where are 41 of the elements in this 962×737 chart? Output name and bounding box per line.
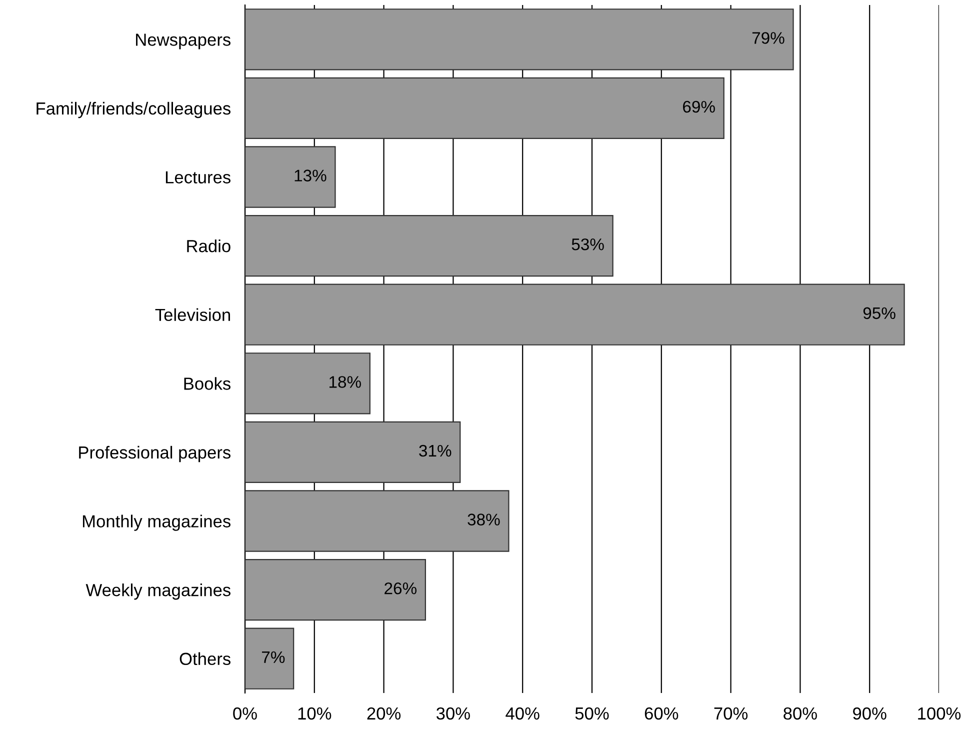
x-tick-label: 70% — [714, 707, 748, 720]
y-tick-label: Professional papers — [79, 446, 230, 462]
y-tick-label: Monthly magazines — [82, 514, 230, 531]
y-tick-label: Others — [180, 652, 230, 666]
bar — [245, 284, 905, 346]
y-tick-label: Books — [184, 377, 230, 390]
data-label: 69% — [683, 100, 715, 113]
x-tick-label: 30% — [436, 707, 470, 720]
x-tick-label: 0% — [233, 707, 257, 720]
x-tick-label: 50% — [575, 707, 609, 720]
data-label: 31% — [419, 444, 452, 457]
x-tick-label: 100% — [918, 707, 961, 720]
bar — [245, 214, 614, 277]
data-label: 13% — [294, 170, 326, 182]
y-tick-label: Family/friends/colleagues — [36, 102, 230, 118]
data-label: 18% — [330, 376, 361, 388]
x-tick-label: 20% — [367, 707, 401, 720]
data-label: 53% — [572, 238, 604, 250]
y-tick-label: Newspapers — [136, 34, 230, 50]
y-tick-label: Radio — [187, 240, 230, 252]
data-label: 26% — [384, 582, 417, 594]
bar — [245, 421, 461, 484]
bar — [245, 8, 794, 70]
x-tick-label: 10% — [298, 707, 332, 720]
x-tick-label: 90% — [853, 707, 886, 720]
bar — [245, 352, 370, 414]
bar — [245, 490, 510, 552]
x-tick-label: 60% — [644, 707, 678, 720]
x-tick-label: 80% — [784, 707, 817, 720]
data-label: 7% — [262, 651, 285, 664]
data-label: 95% — [863, 307, 896, 320]
y-tick-label: Lectures — [166, 171, 230, 184]
x-tick-label: 40% — [506, 707, 540, 720]
y-tick-label: Television — [155, 308, 230, 322]
data-label: 79% — [752, 32, 784, 44]
bar — [245, 146, 336, 208]
bar — [245, 628, 294, 690]
y-tick-label: Weekly magazines — [86, 584, 230, 600]
bar — [245, 558, 426, 621]
data-label: 38% — [468, 514, 500, 526]
bar — [245, 77, 724, 140]
